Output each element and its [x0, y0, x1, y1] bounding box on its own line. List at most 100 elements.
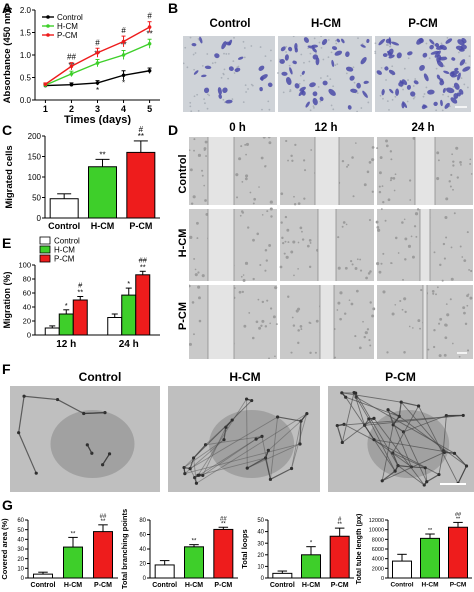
d-cell-speck	[336, 309, 339, 311]
f-tube-segment	[373, 418, 425, 486]
b-membrane-pore	[309, 52, 312, 55]
d-cell-speck	[458, 355, 461, 358]
d-cell-speck	[258, 186, 260, 188]
f-branch-node	[416, 404, 421, 408]
f-tube-segment	[336, 425, 343, 443]
b-membrane-pore	[196, 93, 199, 96]
d-cell-speck	[367, 272, 371, 275]
b-stained-cell	[222, 87, 228, 93]
g3-y-tick-label: 10	[257, 565, 264, 571]
d-cell-speck	[379, 171, 382, 175]
f-tube-segment	[189, 457, 195, 469]
b-membrane-pore	[466, 86, 469, 89]
g2-y-tick-label: 40	[139, 547, 146, 553]
b-membrane-pore	[447, 95, 450, 98]
d-cell-speck	[241, 290, 244, 294]
f-tube-segment	[269, 416, 279, 480]
b-membrane-pore	[227, 77, 230, 80]
c-y-tick-label: 50	[32, 193, 41, 202]
f-branch-node	[399, 400, 403, 404]
f-tube-segment	[246, 457, 266, 469]
d-cell-speck	[469, 158, 472, 161]
f-tube-segment	[57, 399, 85, 415]
d-cell-speck	[234, 287, 236, 289]
d-cell-speck	[265, 259, 268, 262]
f-tube-segment	[426, 474, 440, 483]
f-branch-node	[85, 443, 89, 447]
b-membrane-pore	[189, 36, 192, 39]
b-membrane-pore	[367, 101, 370, 104]
d-cell-speck	[443, 257, 446, 260]
g2-bar	[154, 564, 175, 579]
a-point	[69, 82, 74, 87]
b-membrane-pore	[402, 88, 404, 91]
d-cell-speck	[284, 240, 287, 243]
transwell-micrographs	[183, 36, 471, 112]
b-stained-cell	[321, 38, 328, 46]
b-stained-cell	[201, 74, 207, 78]
b-stained-cell	[237, 56, 244, 60]
f-branch-node	[305, 412, 309, 416]
f-tube-segment	[197, 398, 247, 476]
b-membrane-pore	[292, 36, 295, 38]
b-stained-cell	[366, 38, 370, 44]
f-tube-segment	[189, 416, 278, 470]
g1-bar	[63, 546, 83, 579]
b-membrane-pore	[231, 98, 234, 101]
b-stained-cell	[387, 48, 394, 56]
d-cell-speck	[461, 256, 464, 258]
d-cell-speck	[404, 258, 407, 261]
b-membrane-pore	[245, 91, 248, 93]
d-cell-speck	[251, 336, 255, 340]
b-membrane-pore	[222, 72, 225, 75]
d-cell-speck	[427, 348, 430, 351]
a-legend-marker	[46, 33, 50, 37]
b-membrane-pore	[259, 46, 262, 48]
a-point	[69, 64, 74, 69]
d-cell-speck	[463, 311, 466, 315]
a-legend-label: P-CM	[57, 31, 78, 40]
b-membrane-pore	[250, 45, 253, 47]
g2-y-tick-label: 60	[139, 533, 146, 539]
d-cell-speck	[456, 176, 459, 179]
b-membrane-pore	[441, 109, 444, 112]
d-cell-speck	[368, 219, 371, 222]
b-membrane-pore	[194, 52, 197, 54]
d-cell-speck	[264, 165, 267, 168]
d-cell-speck	[285, 139, 288, 143]
d-cell-speck	[308, 321, 311, 324]
b-membrane-pore	[388, 109, 390, 111]
b-stained-cell	[258, 65, 265, 71]
b-stained-cell	[331, 59, 335, 67]
b-stained-cell	[199, 36, 203, 44]
d-cell-speck	[260, 156, 264, 160]
f-tube-segment	[202, 427, 227, 476]
d-cell-speck	[268, 244, 272, 247]
b-membrane-pore	[425, 42, 428, 45]
b-stained-cell	[303, 37, 309, 43]
b-membrane-pore	[332, 108, 335, 111]
g3-x-tick-label: H-CM	[302, 582, 320, 589]
panel-label-f: F	[2, 361, 11, 377]
g3-bar	[272, 572, 293, 579]
a-point	[147, 25, 152, 29]
f-branch-node	[183, 472, 187, 476]
d-cell-speck	[308, 265, 312, 269]
c-y-tick-label: 100	[28, 173, 42, 182]
d-cell-speck	[449, 298, 452, 301]
f-tube-segment	[102, 453, 111, 466]
d-cell-speck	[291, 159, 294, 162]
d-cell-speck	[354, 335, 357, 338]
d-cell-speck	[459, 245, 462, 248]
b-membrane-pore	[233, 36, 235, 39]
chart-g-covered-area: 0 10 20 30 40 50 60 Covered area (%) Control H-CM…	[0, 514, 118, 589]
b-membrane-pore	[211, 62, 214, 65]
b-membrane-pore	[319, 77, 322, 79]
f-tube-segment	[193, 400, 253, 459]
d-cell-speck	[193, 333, 195, 336]
f-branch-node	[380, 479, 384, 483]
d-cell-speck	[438, 322, 441, 325]
d-cell-speck	[376, 262, 380, 266]
d-cell-speck	[346, 165, 349, 168]
f-tube-segment	[18, 432, 37, 474]
